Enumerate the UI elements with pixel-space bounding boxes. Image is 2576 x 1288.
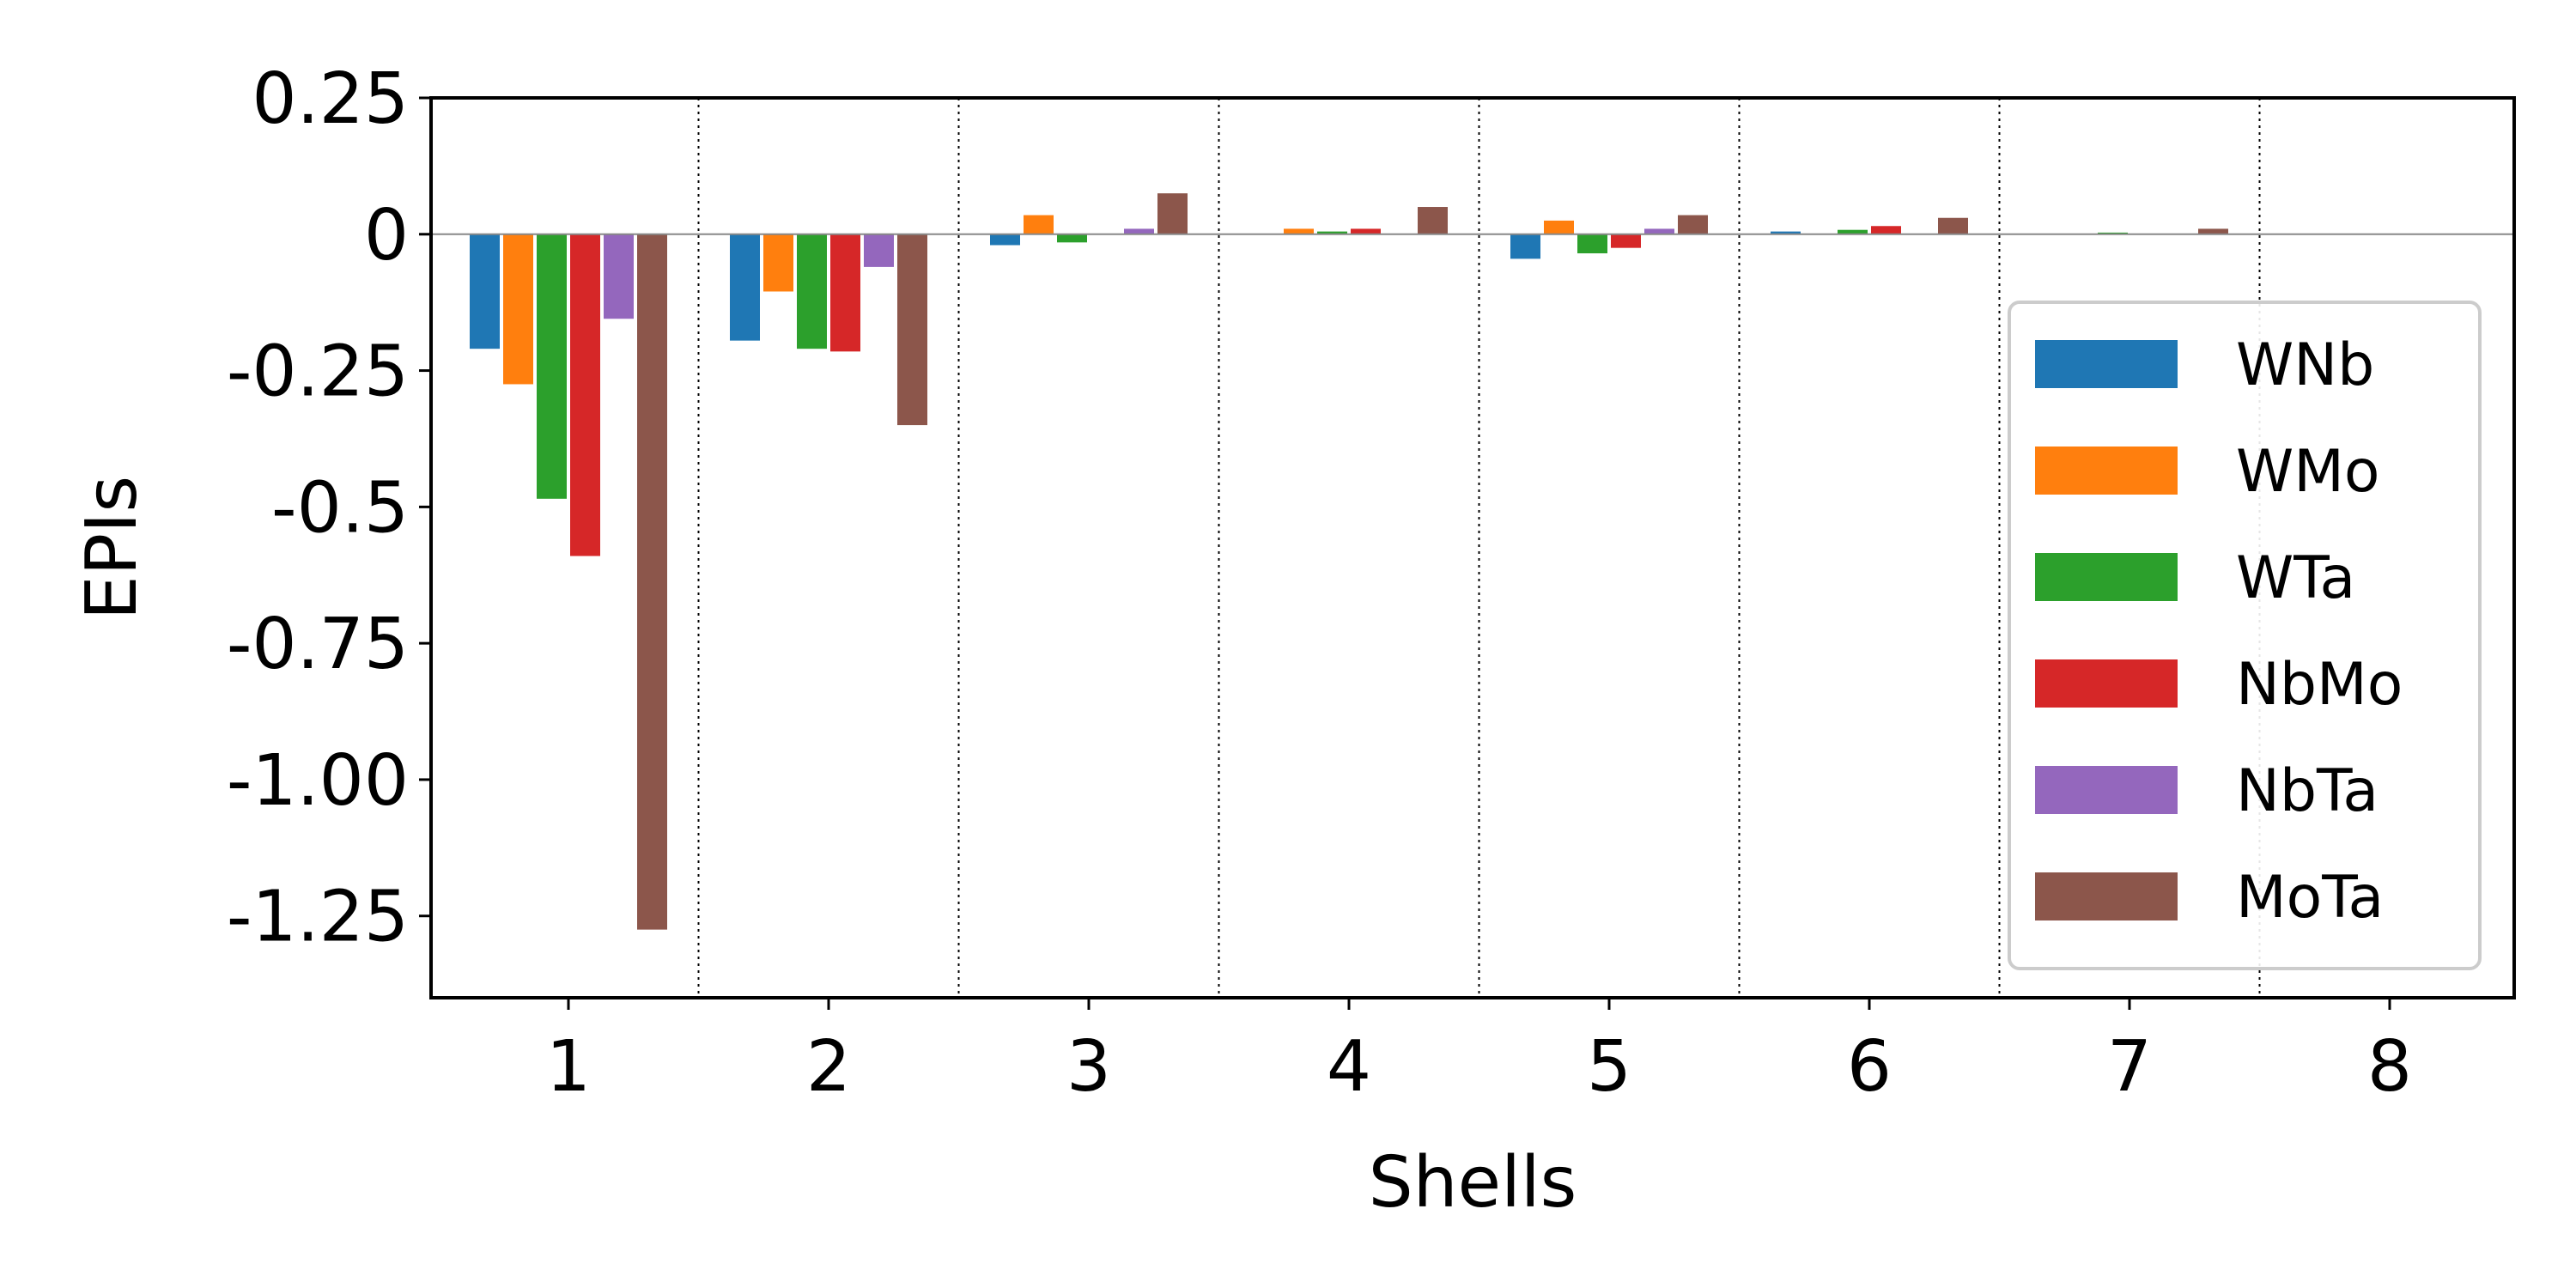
x-tick-label: 2 (806, 1026, 851, 1108)
bar-mota-shell-6 (1938, 217, 1968, 234)
bar-nbta-shell-3 (1124, 228, 1154, 234)
bar-wta-shell-4 (1317, 231, 1347, 234)
bar-nbmo-shell-2 (830, 234, 860, 352)
legend-label-nbta: NbTa (2236, 757, 2379, 825)
bar-mota-shell-3 (1157, 193, 1188, 234)
bar-wta-shell-1 (537, 234, 567, 499)
bar-wta-shell-6 (1838, 229, 1868, 234)
bar-mota-shell-1 (637, 234, 667, 930)
legend-swatch-mota (2035, 872, 2178, 920)
y-tick-label: -1.25 (227, 877, 409, 958)
legend-swatch-wmo (2035, 447, 2178, 495)
bar-wmo-shell-4 (1284, 228, 1314, 234)
x-tick-label: 8 (2367, 1026, 2412, 1108)
legend-label-nbmo: NbMo (2236, 651, 2403, 719)
y-axis-ticks: 0.25 0 -0.25 -0.5 -0.75 -1.00 -1.25 (227, 58, 431, 958)
bar-nbta-shell-2 (864, 234, 894, 267)
x-axis-label: Shells (1369, 1142, 1577, 1224)
bar-nbta-shell-1 (604, 234, 634, 319)
x-tick-label: 7 (2107, 1026, 2152, 1108)
x-tick-label: 1 (546, 1026, 591, 1108)
legend-label-wnb: WNb (2236, 331, 2374, 399)
bar-wmo-shell-3 (1024, 215, 1054, 234)
x-tick-label: 6 (1847, 1026, 1892, 1108)
y-tick-label: 0 (364, 195, 409, 276)
y-tick-label: -0.75 (227, 604, 409, 685)
bar-wnb-shell-6 (1771, 231, 1801, 234)
bar-wmo-shell-2 (763, 234, 793, 292)
bar-wnb-shell-1 (470, 234, 500, 349)
legend-swatch-nbmo (2035, 659, 2178, 708)
bar-mota-shell-2 (897, 234, 927, 426)
bar-mota-shell-4 (1418, 207, 1448, 234)
x-tick-label: 5 (1587, 1026, 1631, 1108)
bars-layer (470, 193, 2228, 930)
x-tick-label: 4 (1327, 1026, 1371, 1108)
bar-wta-shell-2 (797, 234, 827, 349)
bar-wnb-shell-2 (730, 234, 760, 341)
bar-mota-shell-5 (1678, 215, 1708, 234)
y-axis-label: EPIs (71, 476, 153, 620)
bar-wmo-shell-1 (503, 234, 533, 385)
x-tick-label: 3 (1066, 1026, 1111, 1108)
bar-nbta-shell-5 (1644, 228, 1674, 234)
bar-mota-shell-7 (2198, 228, 2228, 234)
bar-nbmo-shell-1 (570, 234, 600, 556)
bar-wnb-shell-3 (990, 234, 1020, 246)
legend-swatch-nbta (2035, 766, 2178, 814)
bar-wta-shell-3 (1057, 234, 1087, 243)
y-tick-label: -0.25 (227, 331, 409, 413)
bar-nbmo-shell-6 (1871, 226, 1901, 234)
legend-label-mota: MoTa (2236, 864, 2384, 932)
legend-label-wmo: WMo (2236, 438, 2380, 506)
legend-swatch-wnb (2035, 340, 2178, 388)
x-axis-ticks: 1 2 3 4 5 6 7 8 (546, 998, 2412, 1108)
y-tick-label: -0.5 (271, 467, 409, 549)
y-tick-label: 0.25 (252, 58, 409, 140)
bar-wta-shell-5 (1577, 234, 1607, 254)
legend-label-wta: WTa (2236, 544, 2355, 612)
bar-wmo-shell-5 (1544, 220, 1574, 234)
bar-wnb-shell-5 (1510, 234, 1540, 259)
legend: WNb WMo WTa NbMo NbTa MoTa (2008, 301, 2482, 970)
legend-swatch-wta (2035, 553, 2178, 601)
bar-nbmo-shell-4 (1351, 228, 1381, 234)
bar-nbmo-shell-5 (1611, 234, 1641, 248)
y-tick-label: -1.00 (227, 740, 409, 822)
plot-frame (429, 96, 2516, 999)
